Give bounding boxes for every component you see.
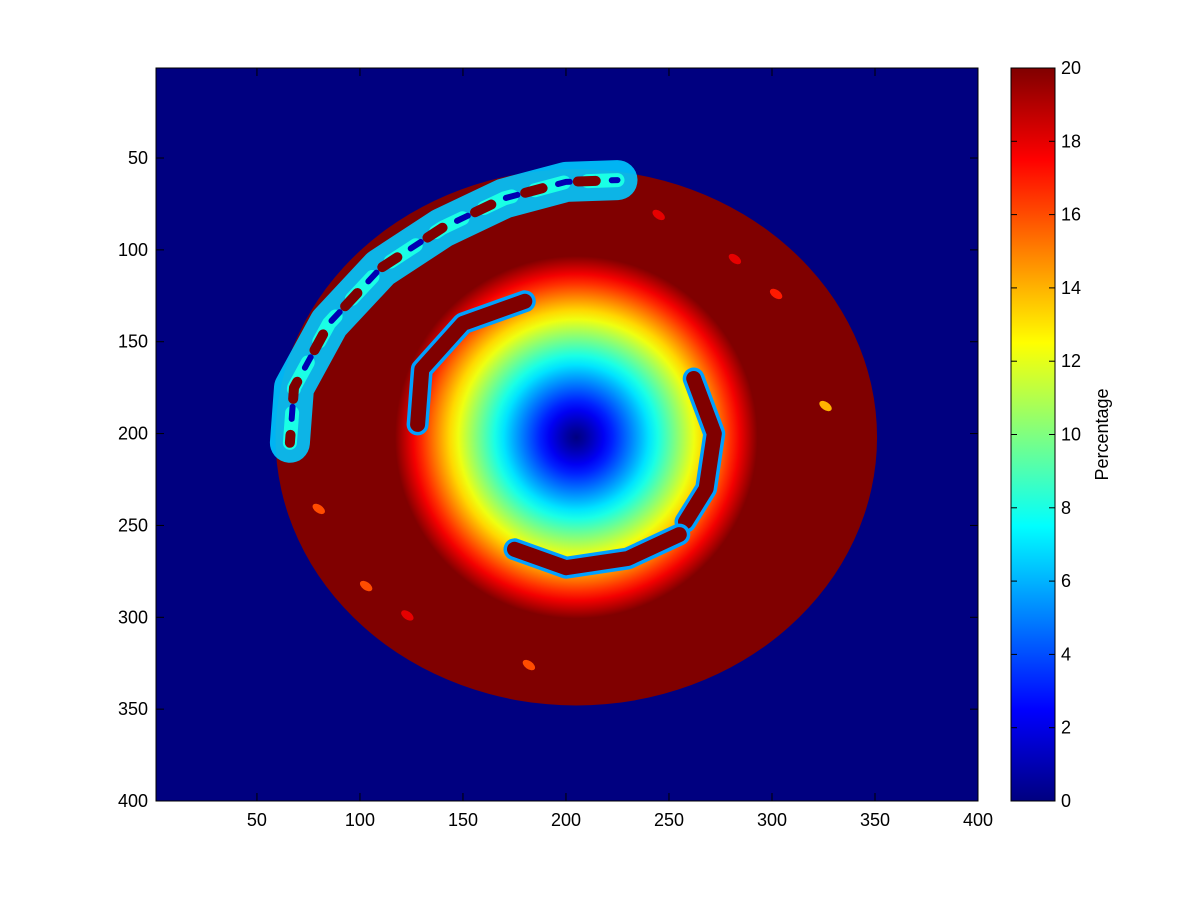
x-tick-label-200: 200 <box>551 810 581 830</box>
outer-spot-5 <box>312 503 325 515</box>
axes-frame <box>155 67 979 802</box>
y-tick-label-50: 50 <box>128 148 148 168</box>
colorbar-tick-label-2: 2 <box>1061 718 1071 738</box>
colorbar-tick-label-12: 12 <box>1061 351 1081 371</box>
colorbar-tick-label-16: 16 <box>1061 205 1081 225</box>
colorbar-tick-label-4: 4 <box>1061 644 1071 664</box>
y-tick-label-150: 150 <box>118 332 148 352</box>
y-tick-label-350: 350 <box>118 699 148 719</box>
x-tick-label-250: 250 <box>654 810 684 830</box>
x-tick-label-100: 100 <box>345 810 375 830</box>
outer-spot-1 <box>652 209 665 221</box>
x-tick-label-350: 350 <box>860 810 890 830</box>
colorbar-gradient <box>1011 68 1055 801</box>
inner-arc-bottom <box>507 527 687 576</box>
y-tick-label-100: 100 <box>118 240 148 260</box>
heatmap <box>156 68 978 801</box>
x-tick-label-150: 150 <box>448 810 478 830</box>
inner-gradient-bowl <box>394 255 758 619</box>
y-tick-label-200: 200 <box>118 424 148 444</box>
colorbar-tick-label-10: 10 <box>1061 425 1081 445</box>
colorbar-label: Percentage <box>1092 388 1112 480</box>
x-tick-label-300: 300 <box>757 810 787 830</box>
colorbar-tick-label-6: 6 <box>1061 571 1071 591</box>
outer-spot-4 <box>819 400 832 412</box>
inner-arc-right <box>678 371 722 530</box>
colorbar: 0 2 4 6 8 10 12 14 16 18 20 Percentage <box>1010 58 1112 811</box>
inner-arc-upper-left <box>410 293 533 432</box>
y-tick-label-400: 400 <box>118 791 148 811</box>
outer-spot-2 <box>728 253 742 265</box>
outer-spot-3 <box>769 288 783 300</box>
colorbar-tick-label-0: 0 <box>1061 791 1071 811</box>
outer-spot-8 <box>522 659 536 671</box>
y-tick-label-300: 300 <box>118 607 148 627</box>
colorbar-tick-label-20: 20 <box>1061 58 1081 78</box>
colorbar-tick-label-8: 8 <box>1061 498 1071 518</box>
y-tick-label-250: 250 <box>118 515 148 535</box>
colorbar-tick-label-14: 14 <box>1061 278 1081 298</box>
outer-spot-7 <box>401 610 414 621</box>
x-tick-label-50: 50 <box>247 810 267 830</box>
rim-band-upper-left-stripe-3 <box>286 177 621 446</box>
outer-spot-6 <box>359 580 373 592</box>
x-axis: 50 100 150 200 250 300 350 400 <box>247 68 993 830</box>
y-axis: 50 100 150 200 250 300 350 400 <box>118 148 978 811</box>
x-tick-label-400: 400 <box>963 810 993 830</box>
colorbar-tick-label-18: 18 <box>1061 131 1081 151</box>
axes-border <box>155 67 979 802</box>
